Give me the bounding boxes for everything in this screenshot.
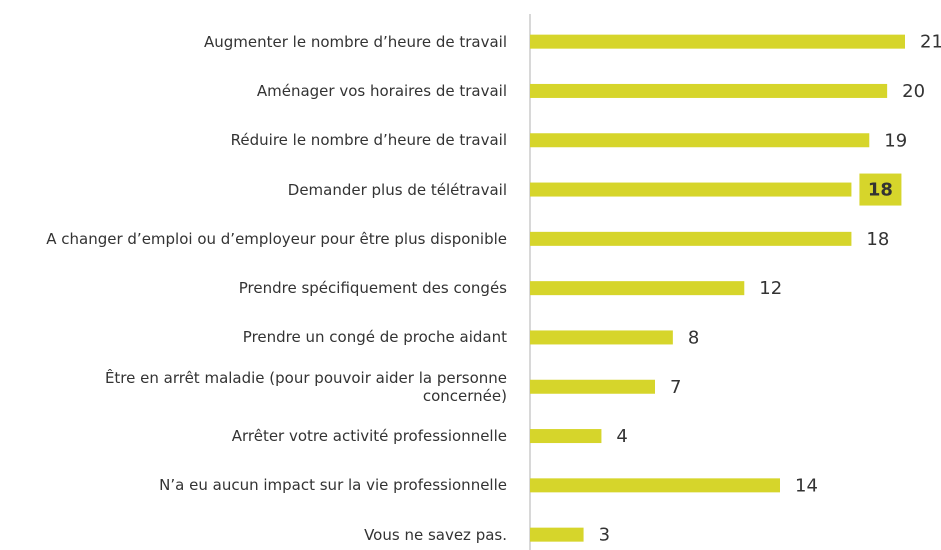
category-label: Aménager vos horaires de travail bbox=[256, 81, 507, 100]
value-label: 8 bbox=[688, 327, 699, 348]
category-label: A changer d’emploi ou d’employeur pour ê… bbox=[46, 229, 507, 248]
bar bbox=[530, 281, 745, 296]
bar bbox=[530, 429, 602, 444]
category-label: Augmenter le nombre d’heure de travail bbox=[203, 32, 507, 51]
value-label: 19 bbox=[884, 130, 907, 151]
value-label: 21 bbox=[920, 32, 941, 53]
value-label: 7 bbox=[670, 377, 681, 398]
bar bbox=[530, 379, 655, 394]
category-label: Réduire le nombre d’heure de travail bbox=[230, 131, 507, 150]
value-highlight bbox=[859, 173, 902, 206]
category-label: Être en arrêt maladie (pour pouvoir aide… bbox=[104, 368, 507, 405]
category-label: Prendre un congé de proche aidant bbox=[242, 328, 507, 347]
bar bbox=[530, 34, 905, 49]
bar bbox=[530, 182, 852, 197]
bar bbox=[530, 478, 780, 493]
value-label: 20 bbox=[902, 81, 925, 102]
value-label: 12 bbox=[759, 278, 782, 299]
value-label: 4 bbox=[616, 426, 627, 447]
category-label: Demander plus de télétravail bbox=[287, 180, 507, 199]
bar bbox=[530, 133, 870, 148]
category-label: Arrêter votre activité professionnelle bbox=[231, 427, 507, 446]
category-label: Prendre spécifiquement des congés bbox=[238, 279, 507, 298]
bar bbox=[530, 527, 584, 542]
value-label: 18 bbox=[866, 229, 889, 250]
value-label: 14 bbox=[795, 475, 818, 496]
value-label: 18 bbox=[868, 180, 893, 201]
category-label: Vous ne savez pas. bbox=[364, 525, 507, 544]
bar bbox=[530, 330, 673, 345]
bar bbox=[530, 231, 852, 246]
category-label: N’a eu aucun impact sur la vie professio… bbox=[159, 476, 507, 495]
bar bbox=[530, 83, 888, 98]
value-label: 3 bbox=[599, 525, 610, 546]
